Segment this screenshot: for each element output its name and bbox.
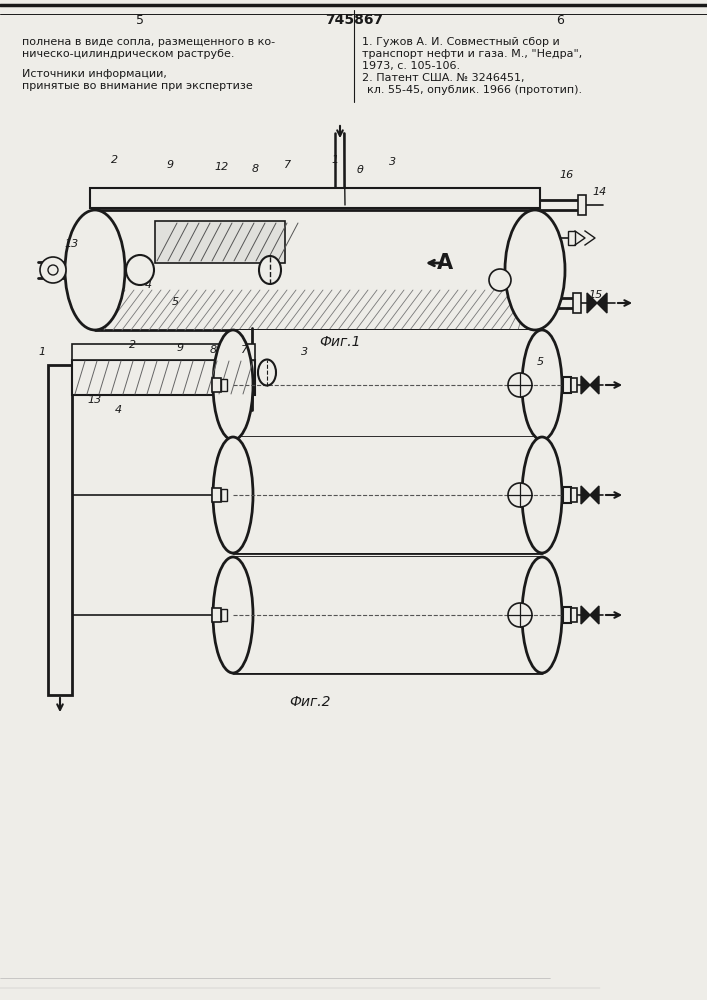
Circle shape <box>508 603 532 627</box>
Bar <box>72 344 255 360</box>
Bar <box>72 360 255 395</box>
Ellipse shape <box>258 360 276 385</box>
Bar <box>571 608 577 622</box>
Text: кл. 55-45, опублик. 1966 (прототип).: кл. 55-45, опублик. 1966 (прототип). <box>367 85 582 95</box>
Polygon shape <box>587 293 597 313</box>
Polygon shape <box>590 486 599 504</box>
Text: 16: 16 <box>560 170 574 180</box>
Ellipse shape <box>65 210 125 330</box>
Text: 13: 13 <box>65 239 79 249</box>
Ellipse shape <box>213 330 253 440</box>
Polygon shape <box>590 606 599 624</box>
Text: 9: 9 <box>177 343 184 353</box>
Ellipse shape <box>259 256 281 284</box>
Bar <box>212 608 221 622</box>
Ellipse shape <box>522 437 562 553</box>
Bar <box>212 378 221 392</box>
Text: 14: 14 <box>593 187 607 197</box>
Bar <box>573 293 581 313</box>
Text: Фиг.2: Фиг.2 <box>289 695 331 709</box>
Bar <box>563 377 571 393</box>
Polygon shape <box>581 376 590 394</box>
Ellipse shape <box>505 210 565 330</box>
Bar <box>221 609 227 621</box>
Bar <box>563 607 571 623</box>
Bar <box>221 379 227 391</box>
Bar <box>233 330 542 440</box>
Polygon shape <box>581 486 590 504</box>
Ellipse shape <box>126 255 154 285</box>
Text: Фиг.1: Фиг.1 <box>320 335 361 349</box>
Text: 12: 12 <box>215 162 229 172</box>
Text: 15: 15 <box>589 290 603 300</box>
Text: 1: 1 <box>38 347 45 357</box>
Text: А: А <box>437 253 453 273</box>
Text: 7: 7 <box>241 345 249 355</box>
Text: 13: 13 <box>88 395 102 405</box>
Text: 1973, с. 105-106.: 1973, с. 105-106. <box>362 61 460 71</box>
Ellipse shape <box>522 330 562 440</box>
Text: 3: 3 <box>301 347 308 357</box>
Bar <box>571 488 577 502</box>
Text: транспорт нефти и газа. М., "Недра",: транспорт нефти и газа. М., "Недра", <box>362 49 583 59</box>
Text: 2: 2 <box>112 155 119 165</box>
Text: 8: 8 <box>209 345 216 355</box>
Bar <box>233 557 542 673</box>
Circle shape <box>508 483 532 507</box>
Bar <box>578 195 586 215</box>
Text: ническо-цилиндрическом раструбе.: ническо-цилиндрическом раструбе. <box>22 49 235 59</box>
Text: 7: 7 <box>284 160 291 170</box>
Text: 2. Патент США. № 3246451,: 2. Патент США. № 3246451, <box>362 73 525 83</box>
Text: 5: 5 <box>171 297 179 307</box>
Bar <box>155 221 285 263</box>
Bar <box>221 489 227 501</box>
Bar <box>233 437 542 553</box>
Text: 2: 2 <box>129 340 136 350</box>
Text: полнена в виде сопла, размещенного в ко-: полнена в виде сопла, размещенного в ко- <box>22 37 275 47</box>
Polygon shape <box>590 376 599 394</box>
Bar <box>568 231 575 245</box>
Ellipse shape <box>522 557 562 673</box>
Text: 1. Гужов А. И. Совместный сбор и: 1. Гужов А. И. Совместный сбор и <box>362 37 560 47</box>
Text: Источники информации,: Источники информации, <box>22 69 167 79</box>
Bar <box>212 488 221 502</box>
Text: 1: 1 <box>332 155 339 165</box>
Text: 9: 9 <box>166 160 173 170</box>
Circle shape <box>48 265 58 275</box>
Text: 4: 4 <box>115 405 122 415</box>
Circle shape <box>489 269 511 291</box>
Bar <box>90 188 540 208</box>
Text: принятые во внимание при экспертизе: принятые во внимание при экспертизе <box>22 81 252 91</box>
Polygon shape <box>581 606 590 624</box>
Text: 6: 6 <box>556 13 564 26</box>
Circle shape <box>508 373 532 397</box>
Text: θ: θ <box>356 165 363 175</box>
Text: 5: 5 <box>136 13 144 26</box>
Circle shape <box>40 257 66 283</box>
Bar <box>563 487 571 503</box>
Ellipse shape <box>213 437 253 553</box>
Text: 5: 5 <box>537 357 544 367</box>
Text: 745867: 745867 <box>325 13 383 27</box>
Ellipse shape <box>213 557 253 673</box>
Text: 3: 3 <box>390 157 397 167</box>
Text: 4: 4 <box>144 280 151 290</box>
Bar <box>571 378 577 392</box>
Bar <box>48 365 72 695</box>
Text: 8: 8 <box>252 164 259 174</box>
Polygon shape <box>597 293 607 313</box>
